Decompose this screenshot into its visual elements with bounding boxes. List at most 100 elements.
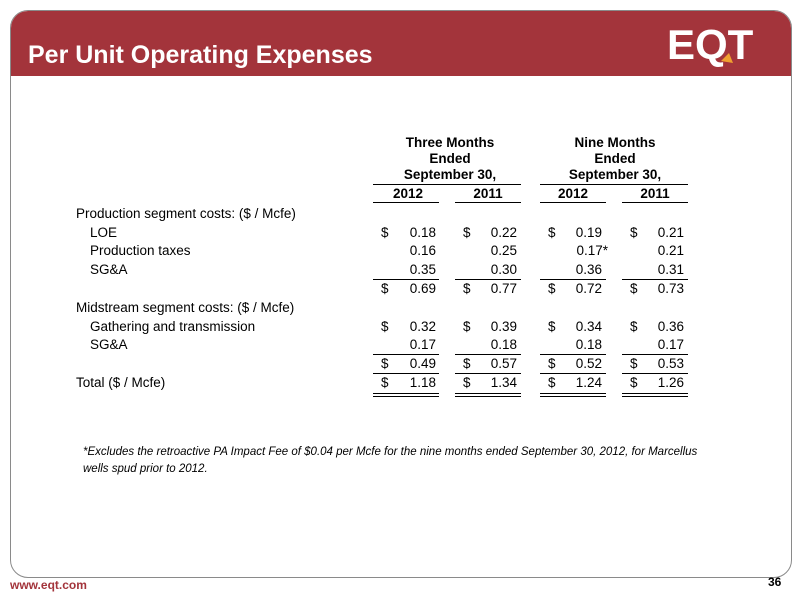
footnote: *Excludes the retroactive PA Impact Fee … [83, 446, 698, 475]
value-cell: 0.22 [490, 225, 517, 240]
dollar-sign: $ [381, 225, 389, 240]
logo-text: EQT [667, 21, 754, 67]
row-label-loe: LOE [90, 225, 118, 240]
value-cell: 0.77 [490, 281, 517, 296]
row-label-gathering: Gathering and transmission [90, 319, 256, 334]
subtotal-rule [622, 279, 688, 280]
total-double-rule [540, 393, 606, 397]
value-cell: 0.25 [490, 243, 517, 258]
subtotal-rule [373, 373, 439, 374]
value-cell: 0.34 [575, 319, 602, 334]
eqt-logo-graphic: EQT [667, 21, 754, 68]
year-rule [540, 202, 606, 203]
total-double-rule [373, 393, 439, 397]
dollar-sign: $ [548, 375, 556, 390]
value-cell: 1.18 [409, 375, 436, 390]
subtotal-rule [540, 373, 606, 374]
row-label-total: Total ($ / Mcfe) [76, 375, 166, 390]
group-header-three-months-line1: Three Months [405, 135, 495, 150]
row-label-midstream-sga: SG&A [90, 337, 128, 352]
dollar-sign: $ [630, 356, 638, 371]
value-cell: 0.72 [575, 281, 602, 296]
group-rule-nine-months [540, 184, 688, 185]
year-header: 2012 [392, 186, 424, 201]
subtotal-rule [540, 279, 606, 280]
dollar-sign: $ [463, 319, 471, 334]
value-cell: 0.57 [490, 356, 517, 371]
slide-frame: Per Unit Operating Expenses EQT [10, 10, 792, 578]
value-cell: 0.32 [409, 319, 436, 334]
value-cell: 0.35 [409, 262, 436, 277]
group-rule-three-months [373, 184, 521, 185]
subtotal-rule [373, 354, 439, 355]
value-cell: 0.30 [490, 262, 517, 277]
year-header: 2011 [640, 186, 670, 201]
subtotal-rule [622, 373, 688, 374]
group-header-three-months-line2: Ended [429, 151, 471, 166]
dollar-sign: $ [630, 319, 638, 334]
dollar-sign: $ [463, 375, 471, 390]
subtotal-rule [455, 354, 521, 355]
slide-title: Per Unit Operating Expenses [28, 41, 373, 69]
subtotal-rule [540, 354, 606, 355]
value-cell: 0.39 [490, 319, 517, 334]
dollar-sign: $ [463, 225, 471, 240]
value-cell: 0.21 [657, 225, 684, 240]
dollar-sign: $ [630, 225, 638, 240]
group-header-nine-months-line3: September 30, [568, 167, 662, 182]
value-cell: 0.53 [657, 356, 684, 371]
dollar-sign: $ [548, 319, 556, 334]
website-link[interactable]: www.eqt.com [10, 578, 87, 592]
eqt-logo: EQT [663, 17, 759, 68]
total-double-rule [455, 393, 521, 397]
year-rule [622, 202, 688, 203]
value-cell: 0.31 [657, 262, 684, 277]
value-cell: 0.18 [575, 337, 602, 352]
value-cell: 1.24 [575, 375, 602, 390]
value-cell: 0.69 [409, 281, 436, 296]
row-label-midstream-header: Midstream segment costs: ($ / Mcfe) [76, 300, 295, 315]
subtotal-rule [373, 279, 439, 280]
year-rule [455, 202, 521, 203]
value-cell: 0.17 [657, 337, 684, 352]
value-cell: 0.17 [409, 337, 436, 352]
value-cell: 0.36 [575, 262, 602, 277]
dollar-sign: $ [548, 281, 556, 296]
value-cell: 0.19 [575, 225, 602, 240]
value-cell: 0.52 [575, 356, 602, 371]
year-header: 2011 [473, 186, 503, 201]
year-header: 2012 [557, 186, 589, 201]
subtotal-rule [455, 373, 521, 374]
value-cell: 0.17* [576, 243, 608, 258]
dollar-sign: $ [630, 375, 638, 390]
row-label-production-taxes: Production taxes [90, 243, 191, 258]
logo-accent-mark [721, 53, 733, 63]
value-cell: 0.18 [409, 225, 436, 240]
value-cell: 0.16 [409, 243, 436, 258]
row-label-production-sga: SG&A [90, 262, 128, 277]
title-bar: Per Unit Operating Expenses EQT [11, 11, 791, 76]
group-header-three-months-line3: September 30, [403, 167, 497, 182]
total-double-rule [622, 393, 688, 397]
value-cell: 0.49 [409, 356, 436, 371]
dollar-sign: $ [630, 281, 638, 296]
page-number: 36 [768, 575, 782, 589]
dollar-sign: $ [381, 319, 389, 334]
value-cell: 0.21 [657, 243, 684, 258]
dollar-sign: $ [463, 281, 471, 296]
dollar-sign: $ [548, 225, 556, 240]
subtotal-rule [455, 279, 521, 280]
subtotal-rule [622, 354, 688, 355]
value-cell: 1.26 [657, 375, 684, 390]
value-cell: 0.36 [657, 319, 684, 334]
value-cell: 0.18 [490, 337, 517, 352]
dollar-sign: $ [548, 356, 556, 371]
dollar-sign: $ [463, 356, 471, 371]
row-label-production-header: Production segment costs: ($ / Mcfe) [76, 206, 296, 221]
value-cell: 1.34 [490, 375, 517, 390]
dollar-sign: $ [381, 281, 389, 296]
value-cell: 0.73 [657, 281, 684, 296]
dollar-sign: $ [381, 356, 389, 371]
year-rule [373, 202, 439, 203]
